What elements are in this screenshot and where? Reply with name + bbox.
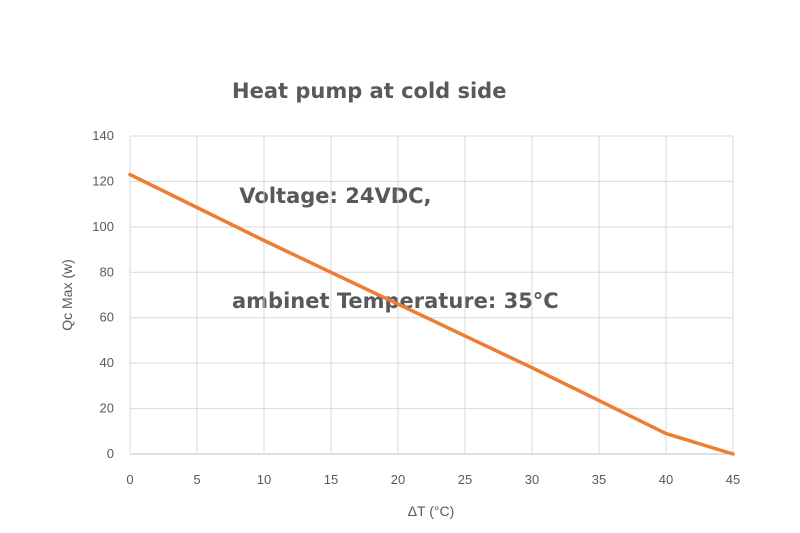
x-axis-ticks: 0 5 10 15 20 25 30 35 40 45	[126, 472, 740, 487]
x-tick-label: 5	[193, 472, 200, 487]
y-tick-label: 80	[100, 264, 114, 279]
x-tick-label: 10	[257, 472, 271, 487]
y-tick-label: 120	[92, 173, 114, 188]
x-tick-label: 25	[458, 472, 472, 487]
y-tick-label: 0	[107, 446, 114, 461]
y-tick-label: 100	[92, 219, 114, 234]
chart-title-line-3: ambinet Temperature: 35°C	[232, 289, 559, 313]
y-tick-label: 140	[92, 128, 114, 143]
series-layer	[128, 172, 735, 456]
y-axis-ticks: 0 20 40 60 80 100 120 140	[92, 128, 114, 461]
x-axis-title: ΔT (°C)	[408, 503, 455, 519]
x-tick-label: 40	[659, 472, 673, 487]
series-line-1	[128, 172, 735, 456]
x-tick-label: 35	[592, 472, 606, 487]
y-tick-label: 40	[100, 355, 114, 370]
x-tick-label: 0	[126, 472, 133, 487]
gridlines	[129, 135, 734, 455]
x-tick-label: 15	[324, 472, 338, 487]
chart-title-line-1: Heat pump at cold side	[232, 79, 507, 103]
y-axis-title: Qc Max (w)	[59, 259, 75, 331]
x-tick-label: 20	[391, 472, 405, 487]
x-tick-label: 30	[525, 472, 539, 487]
chart-title-line-2: Voltage: 24VDC,	[232, 184, 432, 208]
y-tick-label: 60	[100, 310, 114, 325]
chart-title: Heat pump at cold side Voltage: 24VDC, a…	[232, 4, 752, 354]
x-tick-label: 45	[726, 472, 740, 487]
y-tick-label: 20	[100, 401, 114, 416]
